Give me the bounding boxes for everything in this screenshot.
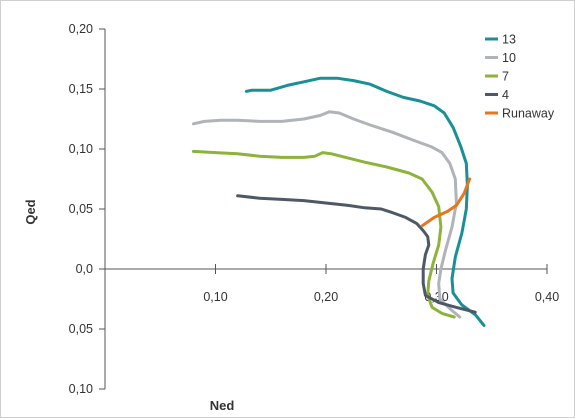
x-tick-label: 0,20 [314, 290, 338, 304]
x-tick-label: 0,40 [535, 290, 559, 304]
y-tick-label: 0,05 [69, 322, 93, 336]
legend-label: 7 [502, 70, 509, 84]
y-tick-label: 0,20 [69, 22, 93, 36]
series-line-10 [191, 110, 462, 319]
y-tick-label: 0,0 [76, 262, 93, 276]
series-line-7 [191, 149, 456, 319]
legend-label: 4 [502, 88, 509, 102]
series-line-4 [236, 194, 477, 314]
x-axis-title: Ned [210, 398, 235, 413]
y-tick-label: 0,15 [69, 82, 93, 96]
y-tick-label: 0,05 [69, 202, 93, 216]
axes [104, 29, 547, 389]
legend-label: 13 [502, 33, 516, 47]
series-line-runaway [420, 177, 472, 228]
x-ticks: 0,10 0,20 0,30 0,40 [203, 264, 559, 304]
y-axis-title: Qed [23, 199, 38, 224]
legend-label: Runaway [502, 107, 555, 121]
legend: 13 10 7 4 Runaway [485, 33, 555, 121]
y-tick-label: 0,10 [69, 142, 93, 156]
y-tick-label: 0,10 [69, 382, 93, 396]
x-tick-label: 0,10 [203, 290, 227, 304]
series-layer [191, 76, 486, 327]
legend-label: 10 [502, 51, 516, 65]
series-line-13 [244, 76, 486, 327]
y-ticks: 0,20 0,15 0,10 0,05 0,0 0,05 0,10 [69, 22, 105, 396]
